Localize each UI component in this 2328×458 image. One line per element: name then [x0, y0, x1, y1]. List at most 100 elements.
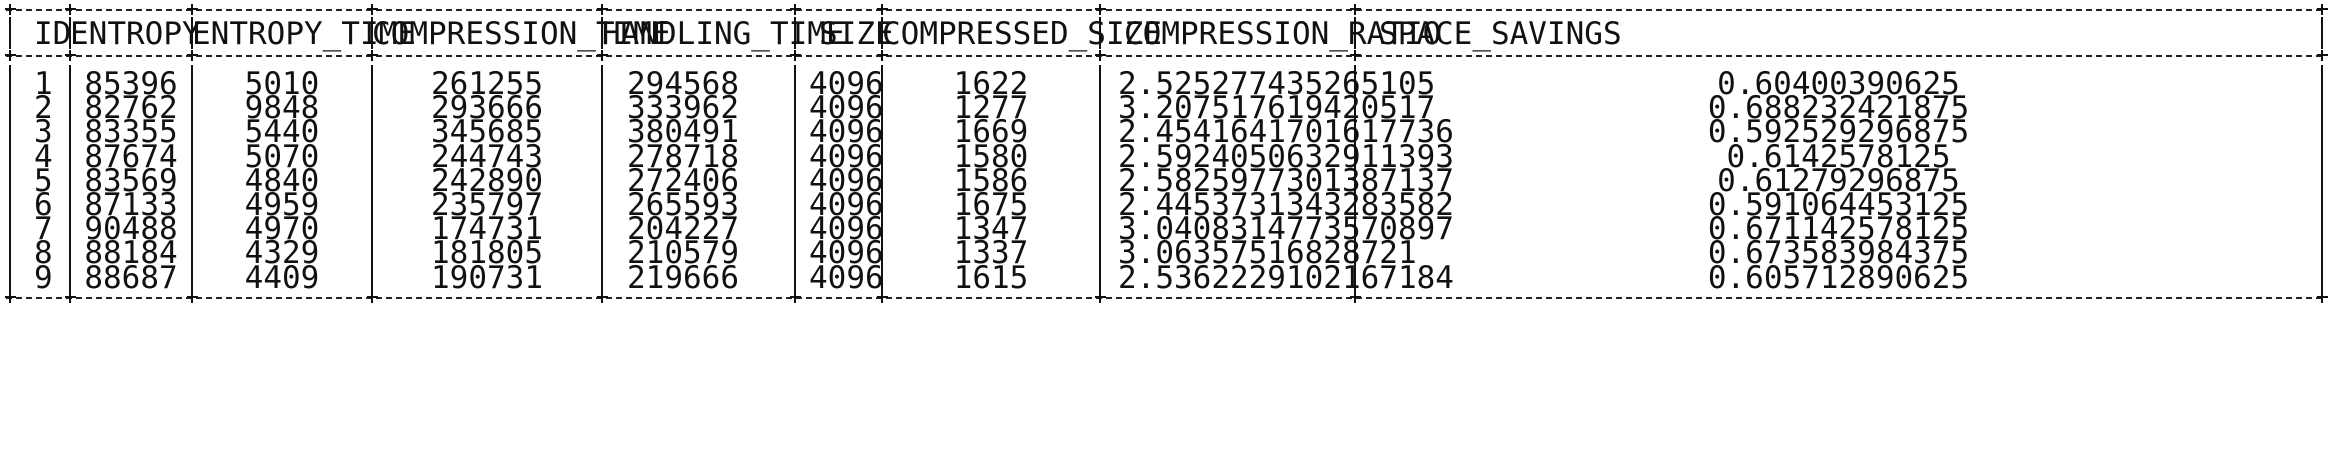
cell-size: 4096: [809, 211, 884, 248]
table-corner-plus: [187, 292, 198, 303]
cell-compression-time: 174731: [431, 211, 543, 248]
cell-entropy-time: 5070: [244, 138, 320, 175]
column-divider: [191, 65, 193, 292]
table-corner-plus: [65, 292, 76, 303]
table-separator: [6, 9, 2322, 11]
cell-entropy: 82762: [84, 90, 178, 127]
table-corner-plus: [65, 50, 76, 61]
cell-space-savings: 0.688232421875: [1707, 90, 1970, 127]
cell-entropy: 87674: [84, 138, 178, 175]
table-corner-plus: [367, 50, 378, 61]
cell-entropy-time: 5440: [244, 114, 320, 151]
column-divider: [1099, 17, 1101, 49]
cell-entropy: 85396: [84, 66, 178, 102]
cell-handling-time: 219666: [627, 259, 739, 296]
column-divider: [601, 65, 603, 292]
cell-size: 4096: [809, 187, 884, 223]
table-corner-plus: [367, 292, 378, 303]
table-corner-plus: [187, 4, 198, 15]
column-header-entropy: ENTROPY: [70, 16, 201, 52]
cell-handling-time: 380491: [627, 114, 739, 151]
column-divider: [9, 17, 11, 49]
cell-id: 2: [34, 90, 53, 127]
column-divider: [9, 65, 11, 292]
column-divider: [2321, 65, 2323, 292]
table-corner-plus: [877, 50, 888, 61]
table-corner-plus: [877, 292, 888, 303]
cell-entropy-time: 5010: [244, 66, 320, 102]
column-header-handling-time: HANDLING_TIME: [602, 16, 845, 52]
table-corner-plus: [1095, 4, 1106, 15]
cell-size: 4096: [809, 66, 884, 102]
cell-compression-ratio: 2.5362229102167184: [1118, 259, 1454, 296]
cell-compressed-size: 1622: [953, 66, 1029, 102]
cell-id: 4: [34, 138, 53, 175]
cell-compressed-size: 1580: [953, 138, 1029, 175]
column-divider: [69, 17, 71, 49]
cell-compression-time: 261255: [431, 66, 543, 102]
cell-compression-time: 190731: [431, 259, 543, 296]
table-corner-plus: [1350, 4, 1361, 15]
table-corner-plus: [1095, 292, 1106, 303]
cell-id: 1: [34, 66, 53, 102]
column-header-entropy-time: ENTROPY_TIME: [192, 16, 416, 52]
cell-compression-time: 235797: [431, 187, 543, 223]
cell-id: 7: [34, 211, 53, 248]
cell-entropy-time: 4970: [244, 211, 320, 248]
cell-space-savings: 0.605712890625: [1707, 259, 1970, 296]
table-corner-plus: [367, 4, 378, 15]
column-divider: [371, 65, 373, 292]
cell-id: 9: [34, 259, 53, 296]
column-divider: [1354, 17, 1356, 49]
column-divider: [794, 17, 796, 49]
table-corner-plus: [597, 50, 608, 61]
cell-space-savings: 0.60400390625: [1717, 66, 1960, 102]
table-corner-plus: [1095, 50, 1106, 61]
table-corner-plus: [1350, 50, 1361, 61]
table-corner-plus: [5, 292, 16, 303]
table-corner-plus: [2317, 50, 2328, 61]
cell-entropy: 87133: [84, 187, 178, 223]
cell-compression-time: 181805: [431, 235, 543, 272]
cell-space-savings: 0.592529296875: [1707, 114, 1970, 151]
table-separator: [6, 55, 2322, 57]
cell-size: 4096: [809, 114, 884, 151]
column-header-size: SIZE: [819, 16, 894, 52]
cell-size: 4096: [809, 138, 884, 175]
cell-handling-time: 294568: [627, 66, 739, 102]
cell-compressed-size: 1347: [953, 211, 1029, 248]
cell-size: 4096: [809, 235, 884, 272]
cell-size: 4096: [809, 90, 884, 127]
cell-handling-time: 278718: [627, 138, 739, 175]
cell-compressed-size: 1337: [953, 235, 1029, 272]
cell-handling-time: 333962: [627, 90, 739, 127]
cell-handling-time: 210579: [627, 235, 739, 272]
cell-compressed-size: 1669: [953, 114, 1029, 151]
column-divider: [881, 65, 883, 292]
column-header-compression-time: COMPRESSION_TIME: [372, 16, 671, 52]
cell-id: 6: [34, 187, 53, 223]
cell-compression-time: 244743: [431, 138, 543, 175]
cell-entropy: 88687: [84, 259, 178, 296]
column-divider: [1354, 65, 1356, 292]
cell-compression-ratio: 3.06357516828721: [1118, 235, 1417, 272]
cell-compressed-size: 1675: [953, 187, 1029, 223]
cell-compression-time: 242890: [431, 162, 543, 199]
cell-handling-time: 204227: [627, 211, 739, 248]
cell-entropy: 83569: [84, 162, 178, 199]
table-corner-plus: [597, 4, 608, 15]
table-corner-plus: [5, 50, 16, 61]
table-corner-plus: [2317, 4, 2328, 15]
column-divider: [191, 17, 193, 49]
cell-id: 3: [34, 114, 53, 151]
cell-entropy: 90488: [84, 211, 178, 248]
table-corner-plus: [790, 50, 801, 61]
cell-entropy-time: 4409: [244, 259, 320, 296]
table-corner-plus: [2317, 292, 2328, 303]
cell-entropy-time: 4840: [244, 162, 320, 199]
cell-space-savings: 0.673583984375: [1707, 235, 1970, 272]
table-corner-plus: [1350, 292, 1361, 303]
cell-compression-time: 293666: [431, 90, 543, 127]
cell-entropy-time: 9848: [244, 90, 320, 127]
